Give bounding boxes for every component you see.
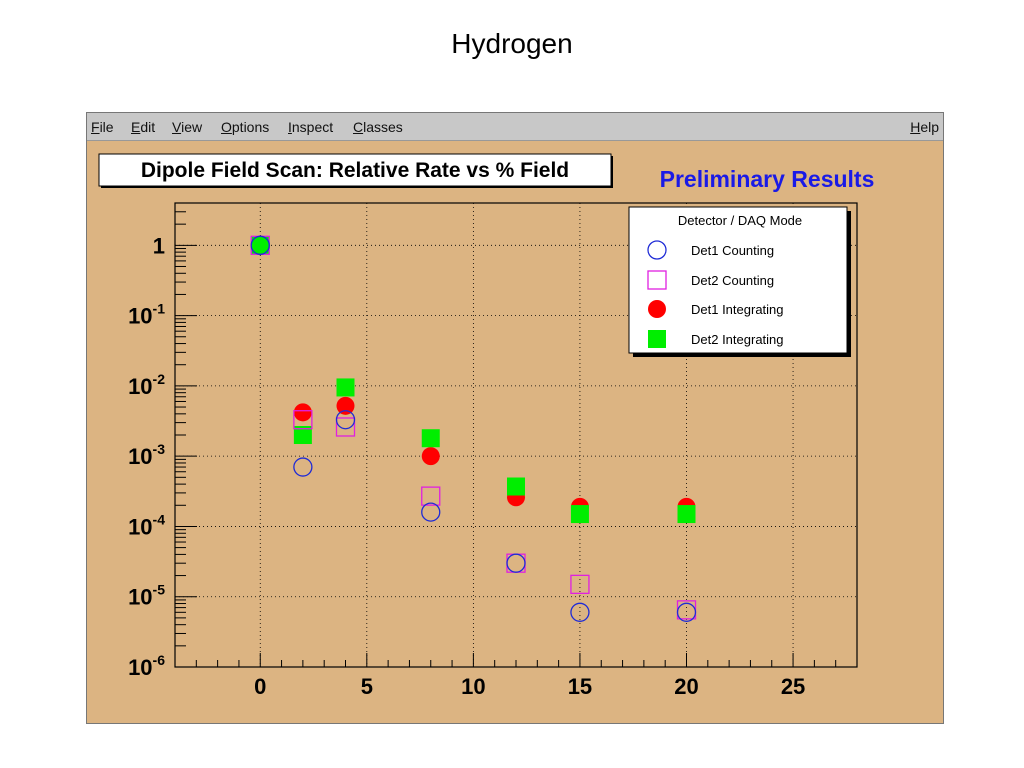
x-tick-labels: 0 5 10 15 20 25 — [254, 674, 805, 699]
data-point-filled-square — [677, 505, 696, 524]
legend-label-det1-integrating: Det1 Integrating — [691, 302, 784, 317]
data-point-filled-circle — [421, 447, 440, 466]
chart-title-box — [98, 153, 612, 187]
menu-bar: File Edit View Options Inspect Classes H… — [87, 113, 943, 141]
legend-label-det1-counting: Det1 Counting — [691, 243, 774, 258]
menu-edit[interactable]: Edit — [131, 119, 156, 135]
data-point-open-square — [421, 486, 441, 506]
data-point-filled-square — [293, 426, 312, 444]
legend-marker-open-circle — [647, 240, 667, 260]
y-tick-label: 10-4 — [128, 511, 165, 539]
data-point-open-square — [293, 410, 313, 430]
legend-label-det2-integrating: Det2 Integrating — [691, 332, 784, 347]
menu-file[interactable]: File — [91, 119, 114, 135]
legend: Detector / DAQ Mode Det1 Counting Det2 C… — [628, 206, 851, 357]
x-tick-label: 15 — [568, 674, 592, 699]
legend-label-det2-counting: Det2 Counting — [691, 273, 774, 288]
data-point-filled-circle — [293, 403, 312, 422]
data-point-open-square — [335, 417, 356, 437]
x-tick-label: 25 — [781, 674, 805, 699]
data-point-open-circle — [570, 602, 590, 622]
legend-marker-open-square — [647, 270, 667, 290]
legend-marker-filled-circle — [648, 300, 666, 318]
y-tick-label: 1 — [153, 233, 165, 258]
axis-ticks — [175, 202, 858, 668]
x-tick-label: 0 — [254, 674, 266, 699]
menu-inspect[interactable]: Inspect — [288, 119, 334, 135]
data-point-filled-square — [251, 236, 270, 255]
y-tick-label: 10-1 — [128, 301, 165, 329]
y-tick-label: 10-6 — [128, 652, 165, 680]
y-tick-label: 10-3 — [128, 441, 165, 469]
x-tick-label: 20 — [674, 674, 698, 699]
menu-classes[interactable]: Classes — [353, 119, 403, 135]
y-tick-label: 10-2 — [128, 371, 165, 399]
data-point-open-circle — [506, 553, 526, 573]
x-tick-label: 5 — [361, 674, 373, 699]
chart-title: Dipole Field Scan: Relative Rate vs % Fi… — [141, 159, 569, 182]
data-point-open-circle — [676, 602, 697, 622]
plot-canvas[interactable]: Dipole Field Scan: Relative Rate vs % Fi… — [87, 141, 943, 723]
y-tick-label: 10-5 — [128, 582, 165, 610]
legend-marker-filled-square — [648, 330, 666, 348]
data-point-filled-square — [421, 429, 440, 448]
data-point-open-circle — [250, 235, 270, 255]
data-point-filled-square — [336, 378, 355, 397]
data-point-filled-square — [570, 505, 589, 524]
data-point-open-square — [570, 574, 590, 594]
data-point-filled-circle — [336, 396, 355, 415]
y-tick-labels: 1 10-1 10-2 10-3 10-4 10-5 10-6 — [128, 233, 165, 680]
menu-help[interactable]: Help — [910, 119, 939, 135]
menu-view[interactable]: View — [172, 119, 203, 135]
data-point-open-circle — [335, 410, 356, 430]
data-markers — [250, 235, 697, 622]
legend-title: Detector / DAQ Mode — [678, 213, 802, 228]
data-point-open-circle — [421, 502, 441, 522]
menu-options[interactable]: Options — [221, 119, 270, 135]
x-tick-label: 10 — [461, 674, 485, 699]
preliminary-annotation: Preliminary Results — [660, 166, 875, 192]
slide-title: Hydrogen — [451, 28, 573, 59]
data-point-open-circle — [293, 457, 313, 477]
data-point-filled-square — [507, 477, 525, 496]
root-canvas-window: File Edit View Options Inspect Classes H… — [86, 112, 944, 724]
